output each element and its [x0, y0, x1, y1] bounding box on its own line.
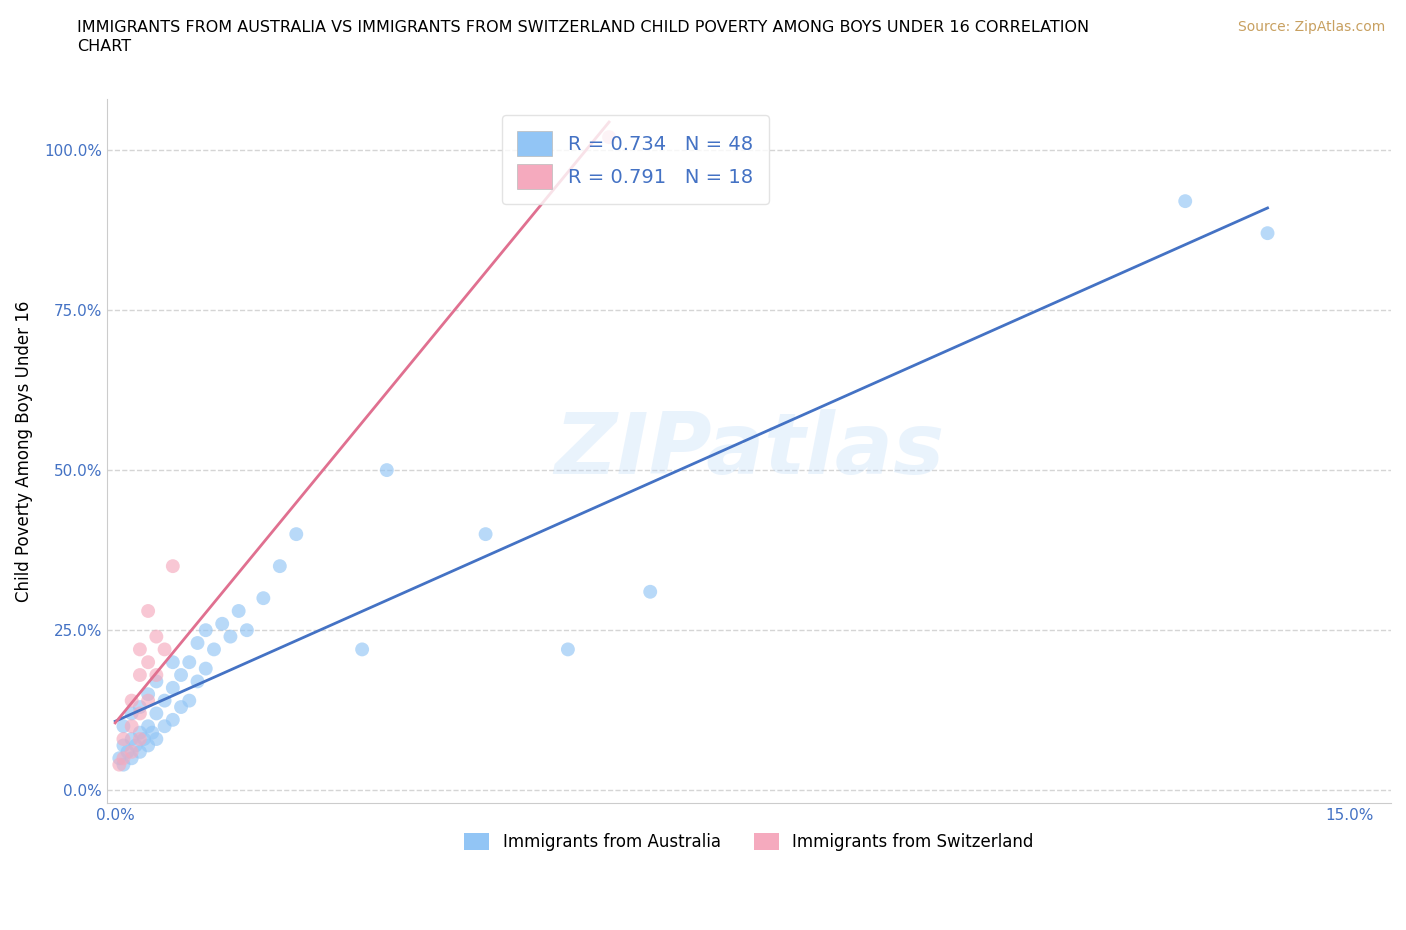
Point — [194, 623, 217, 638]
Point — [179, 693, 201, 708]
Point — [121, 706, 143, 721]
Point — [474, 526, 496, 541]
Point — [638, 584, 661, 599]
Point — [153, 719, 176, 734]
Point — [145, 630, 167, 644]
Point — [136, 693, 159, 708]
Point — [136, 604, 159, 618]
Point — [228, 604, 250, 618]
Text: ZIPatlas: ZIPatlas — [554, 409, 943, 492]
Point — [162, 655, 184, 670]
Point — [145, 668, 167, 683]
Point — [375, 462, 398, 477]
Text: Source: ZipAtlas.com: Source: ZipAtlas.com — [1237, 20, 1385, 34]
Point — [112, 757, 135, 772]
Point — [145, 732, 167, 747]
Point — [186, 674, 208, 689]
Point — [112, 732, 135, 747]
Point — [121, 719, 143, 734]
Point — [153, 693, 176, 708]
Point — [128, 725, 150, 740]
Point — [236, 623, 259, 638]
Point — [170, 699, 193, 714]
Point — [269, 559, 291, 574]
Point — [162, 712, 184, 727]
Point — [136, 655, 159, 670]
Point — [125, 738, 148, 753]
Point — [108, 757, 131, 772]
Point — [128, 706, 150, 721]
Point — [285, 526, 308, 541]
Point — [179, 655, 201, 670]
Point — [128, 668, 150, 683]
Point — [128, 699, 150, 714]
Point — [202, 642, 225, 657]
Point — [211, 617, 233, 631]
Point — [153, 642, 176, 657]
Point — [128, 642, 150, 657]
Legend: Immigrants from Australia, Immigrants from Switzerland: Immigrants from Australia, Immigrants fr… — [457, 827, 1040, 858]
Point — [121, 744, 143, 759]
Point — [1257, 226, 1279, 241]
Point — [136, 686, 159, 701]
Point — [162, 681, 184, 696]
Point — [186, 635, 208, 650]
Point — [128, 732, 150, 747]
Point — [219, 630, 242, 644]
Point — [252, 591, 274, 605]
Point — [108, 751, 131, 765]
Point — [132, 732, 155, 747]
Point — [121, 693, 143, 708]
Point — [141, 725, 163, 740]
Point — [598, 129, 620, 144]
Point — [121, 751, 143, 765]
Point — [117, 744, 139, 759]
Point — [145, 706, 167, 721]
Point — [128, 744, 150, 759]
Point — [136, 719, 159, 734]
Point — [194, 661, 217, 676]
Text: IMMIGRANTS FROM AUSTRALIA VS IMMIGRANTS FROM SWITZERLAND CHILD POVERTY AMONG BOY: IMMIGRANTS FROM AUSTRALIA VS IMMIGRANTS … — [77, 20, 1090, 35]
Point — [112, 719, 135, 734]
Point — [170, 668, 193, 683]
Point — [145, 674, 167, 689]
Point — [112, 738, 135, 753]
Text: CHART: CHART — [77, 39, 131, 54]
Point — [112, 751, 135, 765]
Point — [121, 732, 143, 747]
Point — [557, 642, 579, 657]
Y-axis label: Child Poverty Among Boys Under 16: Child Poverty Among Boys Under 16 — [15, 300, 32, 602]
Point — [162, 559, 184, 574]
Point — [1174, 193, 1197, 208]
Point — [352, 642, 374, 657]
Point — [136, 738, 159, 753]
